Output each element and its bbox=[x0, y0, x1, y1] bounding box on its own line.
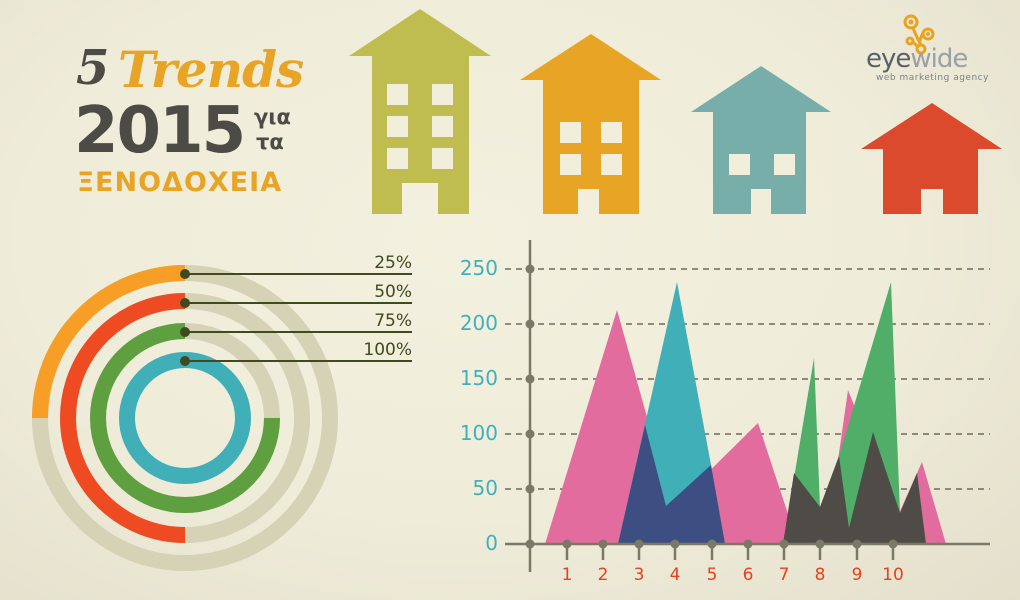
logo-word-wide: wide bbox=[910, 44, 968, 74]
eye-circles-icon bbox=[903, 14, 935, 55]
series-green bbox=[783, 282, 926, 544]
x-tick-3: 3 bbox=[633, 565, 645, 585]
ring-100-arc bbox=[119, 352, 251, 484]
logo-tagline: web marketing agency bbox=[876, 73, 989, 83]
series-navy-overlap bbox=[618, 425, 725, 544]
title-hotels: ΞΕΝΟΔΟΧΕΙΑ bbox=[77, 167, 283, 198]
title-gia: για bbox=[254, 105, 291, 129]
x-tick-9: 9 bbox=[851, 565, 863, 585]
ring-label-50: 50% bbox=[374, 282, 412, 302]
y-tick-200: 200 bbox=[459, 311, 498, 335]
ring-leader-lines bbox=[180, 269, 412, 366]
chart-series bbox=[545, 282, 946, 544]
x-tick-7: 7 bbox=[778, 565, 790, 585]
logo-word-eye: eye bbox=[866, 44, 911, 74]
title-ta: τα bbox=[256, 130, 284, 154]
tall-building-icon bbox=[349, 9, 491, 214]
small-house-icon bbox=[861, 103, 1002, 214]
ring-label-25: 25% bbox=[374, 253, 412, 273]
x-tick-4: 4 bbox=[669, 565, 681, 585]
y-tick-250: 250 bbox=[459, 256, 498, 280]
title-number: 5 bbox=[76, 40, 110, 96]
y-tick-100: 100 bbox=[459, 421, 498, 445]
x-tick-2: 2 bbox=[597, 565, 609, 585]
ring-label-100: 100% bbox=[363, 340, 412, 360]
series-dark-overlap bbox=[783, 432, 926, 544]
x-tick-8: 8 bbox=[814, 565, 826, 585]
title-trends: Trends bbox=[118, 40, 304, 99]
mid-building-icon bbox=[520, 34, 661, 214]
ring-75-arc bbox=[90, 323, 280, 513]
x-tick-10: 10 bbox=[882, 565, 904, 585]
x-tick-6: 6 bbox=[742, 565, 754, 585]
x-tick-1: 1 bbox=[561, 565, 573, 585]
series-pink bbox=[545, 310, 812, 544]
ring-25-arc bbox=[32, 265, 186, 419]
title-year: 2015 bbox=[74, 94, 246, 168]
ring-label-75: 75% bbox=[374, 311, 412, 331]
x-tick-5: 5 bbox=[706, 565, 718, 585]
ring-50-arc bbox=[60, 293, 186, 543]
ring-chart bbox=[32, 265, 338, 571]
house-two-windows-icon bbox=[691, 66, 831, 214]
y-tick-150: 150 bbox=[459, 366, 498, 390]
y-tick-50: 50 bbox=[472, 476, 498, 500]
logo-wordmark: eyewide bbox=[866, 44, 968, 74]
axis-dots bbox=[525, 264, 898, 549]
y-tick-0: 0 bbox=[485, 531, 498, 555]
